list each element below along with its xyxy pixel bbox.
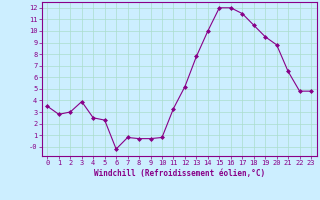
X-axis label: Windchill (Refroidissement éolien,°C): Windchill (Refroidissement éolien,°C) (94, 169, 265, 178)
